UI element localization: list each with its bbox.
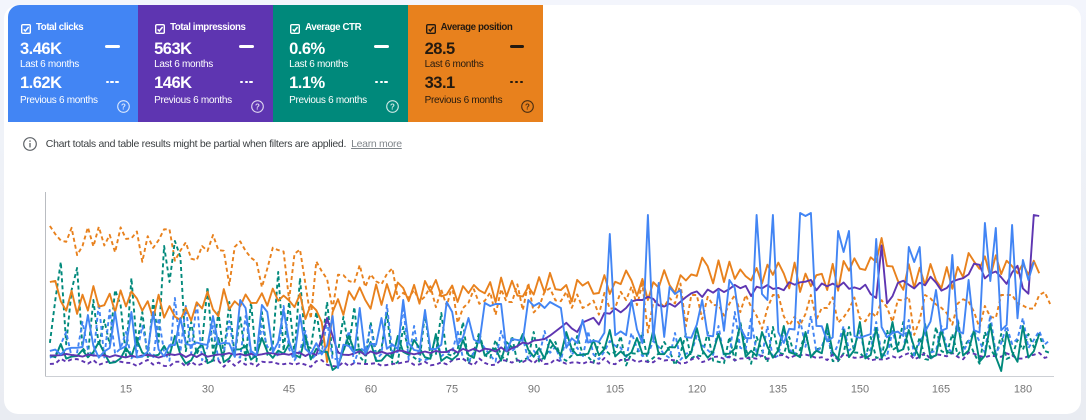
svg-text:30: 30	[202, 384, 214, 396]
svg-text:?: ?	[255, 103, 260, 112]
svg-text:75: 75	[446, 384, 458, 396]
svg-text:60: 60	[365, 384, 377, 396]
svg-text:?: ?	[121, 103, 126, 112]
svg-text:180: 180	[1014, 384, 1032, 396]
svg-text:?: ?	[390, 103, 395, 112]
svg-text:135: 135	[769, 384, 787, 396]
svg-text:150: 150	[851, 384, 869, 396]
svg-text:?: ?	[525, 103, 530, 112]
svg-text:45: 45	[283, 384, 295, 396]
svg-text:120: 120	[688, 384, 706, 396]
svg-text:90: 90	[528, 384, 540, 396]
svg-text:105: 105	[606, 384, 624, 396]
svg-text:165: 165	[932, 384, 950, 396]
svg-text:15: 15	[120, 384, 132, 396]
